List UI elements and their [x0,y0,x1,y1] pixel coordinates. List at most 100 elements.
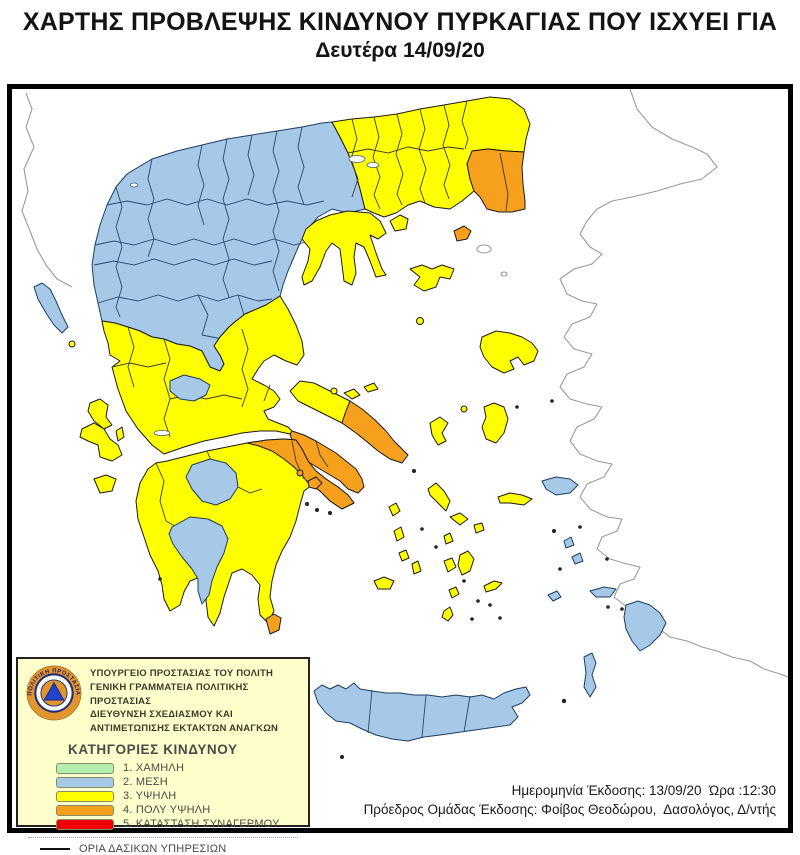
region-lesbos-high [479,330,539,374]
region-salamina-very-high [296,469,304,477]
region-kefalonia-high [79,422,123,462]
map-date-subtitle: Δευτέρα 14/09/20 [315,39,485,62]
imbros-outline [476,244,492,254]
legend-item-low: 1. ΧΑΜΗΛΗ [56,762,300,775]
civil-protection-emblem: ΠΟΛΙΤΙΚΗ ΠΡΟΣΤΑΣΙΑ ΕΛΛΑΔΑ [26,665,82,721]
region-evia-north-high [289,380,351,424]
region-karpathos-medium [583,652,597,698]
region-kalymnos-medium [571,552,584,565]
legend-label: 4. ΠΟΛΥ ΥΨΗΛΗ [123,804,211,817]
region-kea-high [388,502,401,517]
legend-swatch-medium [56,776,114,788]
legend-label: 1. ΧΑΜΗΛΗ [123,762,185,775]
dodecanese-islands [547,536,667,698]
region-andros-high [427,482,451,512]
map-panel: ΠΟΛΙΤΙΚΗ ΠΡΟΣΤΑΣΙΑ ΕΛΛΑΔΑ ΥΠΟΥΡΓΕΙΟ ΠΡΟΣ… [7,84,793,855]
issue-info: Ημερομηνία Έκδοσης: 13/09/20 Ώρα :12:30 … [364,781,776,820]
cyclades-islands [373,482,503,622]
region-samothrace-very-high [453,225,472,242]
prefecture-borders-north [93,126,325,340]
legend-swatch-very-high [56,804,114,816]
region-central-greece-high [101,295,305,455]
region-santorini-high [441,606,454,622]
region-corfu-medium [33,282,69,334]
sporades-islands [330,382,449,446]
region-thasos-high [389,214,409,232]
region-rhodes-medium [623,600,667,652]
legend-item-high: 3. ΥΨΗΛΗ [56,790,300,803]
greece-fire-risk-map [21,89,788,759]
boundary-line-symbol [40,847,70,850]
org-line: ΓΕΝΙΚΗ ΓΡΑΜΜΑΤΕΙΑ ΠΟΛΙΤΙΚΗΣ ΠΡΟΣΤΑΣΙΑΣ [90,681,249,707]
prefecture-borders-thrace [347,100,469,210]
region-ios-high [448,586,460,599]
legend-panel: ΠΟΛΙΤΙΚΗ ΠΡΟΣΤΑΣΙΑ ΕΛΛΑΔΑ ΥΠΟΥΡΓΕΙΟ ΠΡΟΣ… [16,657,310,855]
region-evia-south-very-high [341,400,409,464]
forest-boundary-key: ΟΡΙΑ ΔΑΣΙΚΩΝ ΥΠΗΡΕΣΙΩΝ [40,843,300,855]
region-zakynthos-high [93,474,117,494]
region-skyros-high [429,416,449,446]
region-lefkada-high [87,398,113,430]
region-aegina-very-high [307,476,323,490]
region-kythira-very-high [265,613,282,635]
region-chios-high [481,402,509,444]
region-chalkidiki-high [301,210,387,286]
region-astypalaia-medium [547,590,562,602]
region-evrytania-medium [169,374,211,402]
legend-item-alarm: 5. ΚΑΤΑΣΤΑΣΗ ΣΥΝΑΓΕΡΜΟΥ [56,818,300,831]
legend-title: ΚΑΤΗΓΟΡΙΕΣ ΚΙΝΔΥΝΟΥ [68,741,238,757]
albania-outline [21,92,73,288]
prefecture-borders-crete [367,689,471,738]
region-agios-efstratios-high [416,317,424,325]
region-arcadia-medium [185,458,239,506]
turkey-outline [559,89,788,678]
region-syros-high [443,532,454,545]
region-limnos-high [409,264,455,292]
region-ithaca-high [115,426,125,442]
region-psara-high [460,405,468,413]
tenedos-outline [500,271,508,277]
legend-label: 5. ΚΑΤΑΣΤΑΣΗ ΣΥΝΑΓΕΡΜΟΥ [123,818,280,831]
org-line: ΥΠΟΥΡΓΕΙΟ ΠΡΟΣΤΑΣΙΑΣ ΤΟΥ ΠΟΛΙΤΗ [90,668,274,679]
region-paros-high [443,557,457,573]
legend-swatch-alarm [56,818,114,830]
prefecture-border-attica [315,440,329,468]
ionian-islands [33,282,125,494]
region-amorgos-high [483,580,503,593]
org-line: ΔΙΕΥΘΥΝΣΗ ΣΧΕΔΙΑΣΜΟΥ ΚΑΙ [90,709,233,721]
legend-label: 3. ΥΨΗΛΗ [123,790,177,803]
region-kos-medium [589,586,617,598]
region-ikaria-high [497,492,533,506]
region-paxi-high [68,340,76,348]
region-serifos-high [398,549,410,562]
page-title: ΧΑΡΤΗΣ ΠΡΟΒΛΕΨΗΣ ΚΙΝΔΥΝΟΥ ΠΥΡΚΑΓΙΑΣ ΠΟΥ … [0,8,800,63]
region-evros-very-high [466,148,526,213]
org-line: ΑΝΤΙΜΕΤΩΠΙΣΗΣ ΕΚΤΑΚΤΩΝ ΑΝΑΓΚΩΝ [90,723,279,735]
issue-author-line: Πρόεδρος Ομάδας Έκδοσης: Φοίβος Θεοδώρου… [363,802,776,818]
region-crete-medium [313,682,531,742]
region-laconia-medium [168,516,229,605]
region-kythnos-high [393,526,405,542]
region-leros-medium [563,536,575,549]
region-sifnos-high [411,560,422,575]
small-islets [158,399,624,759]
map-title: ΧΑΡΤΗΣ ΠΡΟΒΛΕΨΗΣ ΚΙΝΔΥΝΟΥ ΠΥΡΚΑΓΙΑΣ ΠΟΥ … [22,8,778,36]
emblem-triangle-icon [43,681,65,701]
boundary-label: ΟΡΙΑ ΔΑΣΙΚΩΝ ΥΠΗΡΕΣΙΩΝ [79,842,227,855]
prefecture-borders-central [111,326,271,438]
region-tinos-high [449,512,469,526]
legend-divider [28,836,298,838]
legend-label: 2. ΜΕΣΗ [123,776,168,789]
legend-item-very-high: 4. ΠΟΛΥ ΥΨΗΛΗ [56,804,300,817]
ne-aegean-islands [409,264,579,506]
region-naxos-high [457,550,475,576]
legend-item-medium: 2. ΜΕΣΗ [56,776,300,789]
organization-text: ΥΠΟΥΡΓΕΙΟ ΠΡΟΣΤΑΣΙΑΣ ΤΟΥ ΠΟΛΙΤΗ ΓΕΝΙΚΗ Γ… [90,667,300,736]
legend-swatch-low [56,762,114,774]
region-ne-peloponnese-very-high [246,438,355,510]
issue-date-line: Ημερομηνία Έκδοσης: 13/09/20 Ώρα :12:30 [511,782,776,798]
region-samos-medium [541,476,579,496]
region-mykonos-high [473,522,485,534]
region-milos-high [373,576,395,590]
legend-swatch-high [56,790,114,802]
